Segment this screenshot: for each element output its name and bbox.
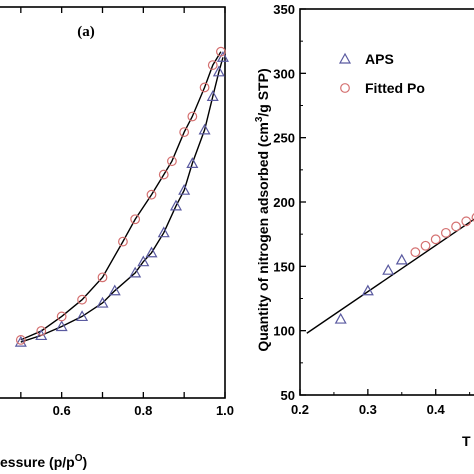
panel-b-x-axis-label: T	[462, 433, 471, 449]
panel-a-point-0	[55, 320, 68, 332]
panel-a-fit-curve-0	[20, 57, 224, 343]
panel-a-point-0	[96, 296, 109, 308]
panel-a-point-0	[178, 183, 191, 195]
panel-a-point-0	[14, 335, 27, 347]
panel-a-point-0	[212, 65, 225, 77]
panel-a-point-0	[216, 51, 229, 62]
panel-b-point-0	[361, 284, 374, 296]
panel-a-point-1	[146, 189, 157, 200]
panel-a-point-0	[157, 226, 170, 238]
panel-b-y-tick-label: 200	[273, 195, 295, 210]
panel-b-point-1	[451, 221, 461, 232]
panel-b-point-1	[471, 213, 474, 222]
legend-label-1: Fitted Po	[365, 80, 425, 96]
panel-a-point-1	[15, 335, 26, 345]
panel-a-point-1	[36, 326, 47, 336]
panel-a-point-0	[137, 255, 150, 267]
panel-b-fit-line	[306, 218, 474, 334]
panel-a-point-1	[130, 214, 141, 225]
panel-b-point-1	[420, 240, 431, 251]
panel-b-y-tick-label: 150	[273, 259, 295, 274]
panel-b-y-axis-label: Quantity of nitrogen adsorbed (cm3/g STP…	[254, 68, 271, 351]
panel-a-point-0	[198, 123, 211, 135]
panel-a-x-tick-label: 1.0	[216, 403, 234, 418]
panel-b-y-tick-label: 100	[273, 324, 295, 339]
legend-marker-0	[338, 52, 352, 64]
panel-a-fit-curve-1	[20, 51, 222, 341]
legend-marker-1	[340, 83, 350, 93]
panel-a-point-1	[179, 127, 190, 138]
panel-a-point-0	[169, 199, 183, 211]
panel-b-y-tick-label: 250	[273, 131, 295, 146]
panel-b-point-0	[382, 263, 395, 275]
panel-a-point-0	[108, 284, 121, 296]
panel-a-x-tick-label: 0.6	[53, 403, 71, 418]
panel-a-point-1	[167, 156, 177, 167]
panel-b-x-tick-label: 0.2	[291, 402, 309, 417]
panel-a-point-1	[56, 311, 67, 322]
panel-a-point-0	[206, 90, 219, 101]
panel-b: 50 100 150 200 250 300 350 0.2 0.3 0.4 Quantity of…	[254, 2, 474, 449]
panel-a-x-tick-label: 0.8	[134, 403, 152, 418]
panel-b-y-tick-label: 300	[273, 66, 295, 81]
panel-a-point-0	[129, 266, 142, 278]
panel-a-frame	[0, 6, 226, 399]
legend-label-0: APS	[365, 51, 394, 67]
panel-b-point-1	[461, 216, 472, 227]
panel-b-point-1	[410, 247, 421, 258]
panel-b-point-0	[334, 312, 347, 324]
panel-a-point-1	[158, 169, 169, 180]
panel-a-point-1	[207, 60, 218, 70]
panel-b-x-tick-label: 0.3	[359, 402, 377, 417]
panel-b-y-tick-label: 350	[273, 2, 295, 17]
panel-b-point-1	[440, 227, 451, 238]
panel-b-point-1	[430, 234, 441, 245]
panel-a-point-1	[199, 82, 210, 93]
panel-b-y-tick-label: 50	[281, 388, 295, 403]
panel-b-x-tick-label: 0.4	[427, 402, 446, 417]
panel-a-point-0	[145, 246, 158, 258]
panel-a-x-axis-label: essure (p/pO)	[0, 453, 87, 470]
panel-a-point-1	[187, 111, 198, 122]
panel-a: 0.6 0.8 1.0 (a) essure (p/pO)	[0, 6, 234, 470]
panel-a-point-1	[77, 294, 87, 305]
panel-b-point-0	[395, 253, 408, 265]
panel-a-label: (a)	[77, 24, 95, 40]
panel-a-point-0	[76, 310, 89, 322]
panel-a-point-0	[186, 157, 199, 168]
panel-a-point-1	[118, 236, 128, 247]
panel-a-point-1	[97, 272, 108, 283]
panel-a-point-1	[216, 46, 226, 57]
